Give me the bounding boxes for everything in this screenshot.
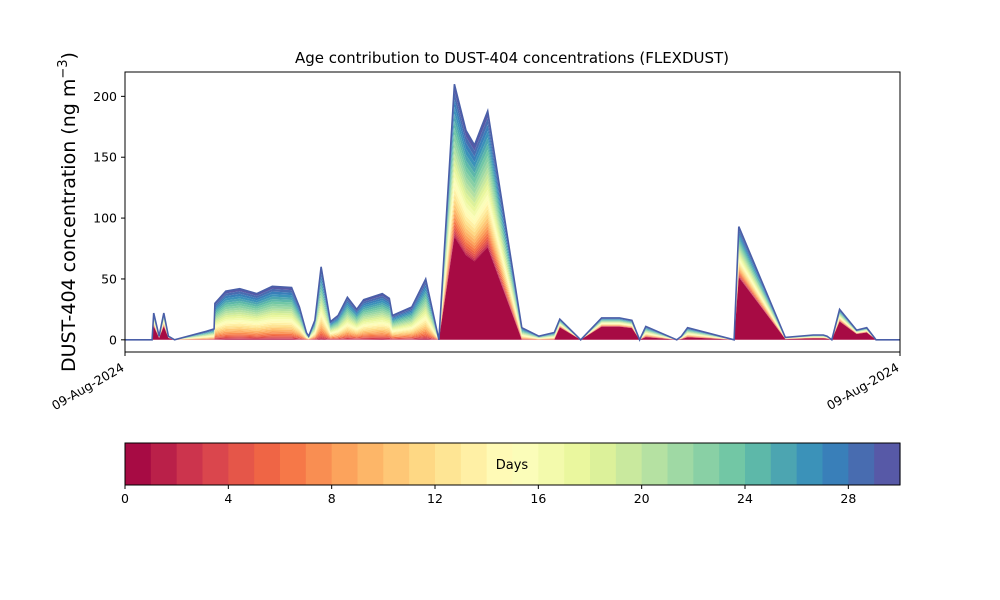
- age-band-area-0: [125, 236, 900, 340]
- chart-title: Age contribution to DUST-404 concentrati…: [295, 49, 729, 67]
- colorbar-tick-label: 24: [737, 491, 753, 506]
- colorbar-segment: [176, 443, 204, 485]
- colorbar-segment: [486, 443, 514, 485]
- colorbar-segment: [202, 443, 229, 485]
- colorbar-segment: [228, 443, 255, 485]
- colorbar-segment: [667, 443, 694, 485]
- colorbar-segment: [590, 443, 617, 485]
- y-axis-label: DUST-404 concentration (ng m−3): [56, 52, 80, 372]
- colorbar-segment: [822, 443, 849, 485]
- colorbar-tick-label: 12: [427, 491, 443, 506]
- colorbar-segment: [564, 443, 591, 485]
- colorbar-segment: [150, 443, 178, 485]
- y-tick-label: 200: [93, 89, 117, 104]
- colorbar-segment: [435, 443, 462, 485]
- colorbar-segment: [615, 443, 643, 485]
- y-axis-label-close: ): [58, 52, 80, 59]
- y-tick-label: 50: [101, 271, 117, 286]
- colorbar-segment: [874, 443, 901, 485]
- age-band-area-5: [125, 223, 900, 340]
- colorbar-segment: [538, 443, 565, 485]
- colorbar-segment: [331, 443, 359, 485]
- colorbar-tick-label: 8: [328, 491, 336, 506]
- colorbar-segment: [796, 443, 824, 485]
- colorbar-label: Days: [496, 458, 529, 473]
- y-axis: 0 50 100 150 200: [93, 89, 125, 347]
- colorbar-segment: [641, 443, 669, 485]
- colorbar-segment: [280, 443, 307, 485]
- colorbar-segment: [770, 443, 798, 485]
- y-axis-label-text: DUST-404 concentration (ng m: [58, 79, 80, 372]
- colorbar-tick-label: 4: [224, 491, 232, 506]
- colorbar-segment: [512, 443, 539, 485]
- colorbar-segment: [460, 443, 488, 485]
- y-tick-label: 100: [93, 211, 117, 226]
- total-concentration-line: [125, 84, 900, 342]
- colorbar-segment: [848, 443, 875, 485]
- colorbar-tick-label: 20: [634, 491, 650, 506]
- y-axis-label-exponent: −3: [56, 59, 71, 78]
- colorbar-segment: [357, 443, 384, 485]
- plot-area: [124, 71, 901, 353]
- y-tick-label: 150: [93, 150, 117, 165]
- colorbar-segment: [719, 443, 746, 485]
- plot-frame: [124, 71, 901, 353]
- y-tick-label: 0: [109, 332, 117, 347]
- age-band-area-4: [125, 227, 900, 340]
- colorbar-segment: [125, 443, 152, 485]
- colorbar-tick-label: 28: [840, 491, 856, 506]
- colorbar-segment: [383, 443, 410, 485]
- colorbar-segment: [305, 443, 333, 485]
- colorbar-segment: [745, 443, 772, 485]
- colorbar-segment: [409, 443, 436, 485]
- colorbar-segment: [693, 443, 720, 485]
- stacked-areas: [125, 84, 900, 340]
- colorbar-tick-label: 0: [121, 491, 129, 506]
- colorbar-segment: [254, 443, 281, 485]
- colorbar-tick-label: 16: [530, 491, 546, 506]
- colorbar: 0 4 8 12 16 20 24 28: [121, 442, 901, 506]
- colorbar-frame: [124, 442, 901, 486]
